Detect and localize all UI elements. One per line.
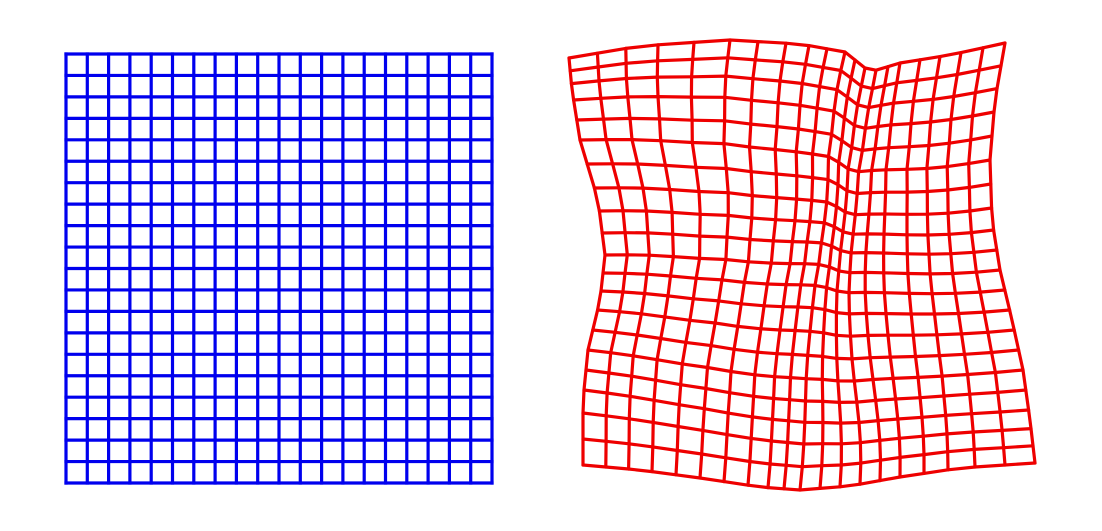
- warped-line-vertical: [925, 54, 950, 472]
- warped-line-vertical: [945, 50, 977, 469]
- warped-line-vertical: [674, 40, 702, 477]
- warped-line-vertical: [834, 66, 867, 489]
- warped-line-vertical: [746, 41, 788, 487]
- warped-line-vertical: [766, 43, 811, 490]
- warped-line-vertical: [988, 41, 1037, 465]
- regular-grid-panel: [64, 52, 494, 485]
- warped-line-vertical: [722, 39, 760, 484]
- warped-line-vertical: [818, 58, 857, 490]
- warped-line-horizontal: [581, 411, 1033, 446]
- warped-line-vertical: [798, 50, 847, 492]
- warped-line-vertical: [967, 46, 1007, 467]
- warped-grid-panel: [567, 38, 1037, 492]
- warped-line-vertical: [698, 38, 732, 480]
- warped-line-vertical: [881, 61, 902, 479]
- warped-line-vertical: [847, 68, 878, 486]
- warped-line-vertical: [595, 51, 629, 469]
- warped-line-vertical: [905, 58, 926, 475]
- warped-line-vertical: [567, 56, 607, 467]
- warped-line-vertical: [650, 43, 676, 474]
- warped-line-vertical: [782, 47, 829, 491]
- warped-line-vertical: [863, 64, 890, 483]
- warped-line-vertical: [624, 46, 651, 471]
